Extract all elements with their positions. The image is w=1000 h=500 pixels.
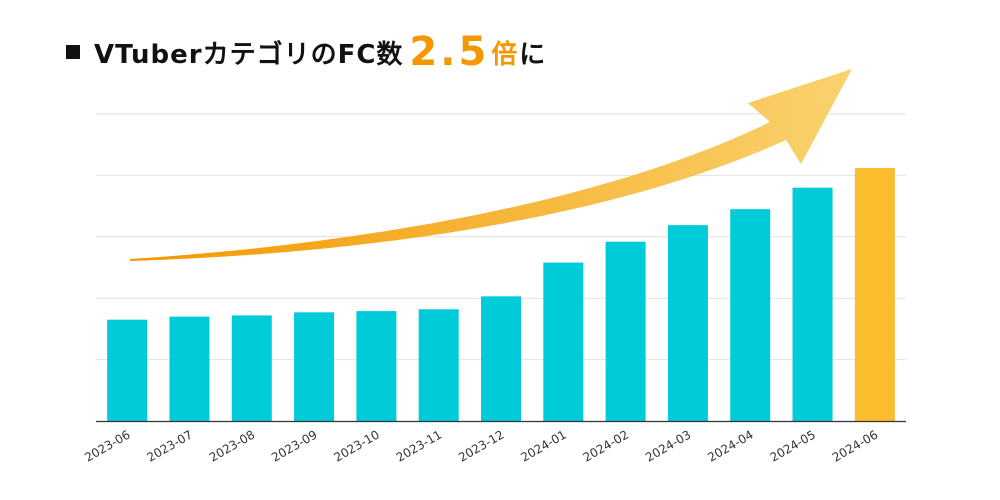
x-tick-label: 2023-08	[207, 427, 257, 464]
chart-title: VTuberカテゴリのFC数 2.5 倍 に	[66, 27, 545, 77]
x-tick-label: 2023-12	[456, 427, 506, 464]
bar-2023-09	[294, 312, 335, 421]
bar-2024-01	[543, 262, 584, 421]
x-tick-label: 2023-07	[145, 427, 195, 464]
bar-2023-10	[356, 311, 397, 421]
bars	[107, 168, 895, 421]
bar-2024-06	[854, 168, 895, 421]
bar-2023-06	[107, 319, 148, 421]
bar-2023-08	[231, 315, 272, 421]
bar-2023-11	[418, 309, 459, 421]
bar-2023-07	[169, 316, 210, 421]
bar-2024-05	[792, 187, 833, 421]
title-highlight-number: 2.5	[409, 29, 490, 75]
x-tick-label: 2023-11	[394, 427, 444, 464]
x-tick-label: 2024-02	[581, 427, 631, 464]
x-tick-label: 2024-01	[518, 427, 568, 464]
grid-lines	[96, 113, 906, 361]
title-main-text: VTuberカテゴリのFC数	[94, 39, 404, 70]
bar-2023-12	[481, 296, 521, 421]
x-tick-label: 2023-06	[82, 427, 132, 464]
bar-2024-03	[667, 225, 708, 421]
x-tick-label: 2024-06	[830, 427, 880, 464]
x-tick-label: 2024-05	[768, 427, 818, 464]
growth-arrow-icon	[130, 69, 852, 261]
title-multiplier-text: 倍	[491, 39, 518, 70]
trend-arrow	[130, 69, 852, 261]
x-tick-label: 2023-10	[331, 427, 381, 464]
title-bullet-icon	[66, 45, 80, 59]
x-tick-label: 2024-03	[643, 427, 693, 464]
title-suffix-text: に	[519, 39, 546, 70]
x-tick-label: 2023-09	[269, 427, 319, 464]
x-axis: 2023-06 2023-07 2023-08 2023-09 2023-10 2023-…	[82, 420, 906, 465]
bar-2024-04	[730, 209, 771, 421]
x-tick-label: 2024-04	[705, 427, 755, 464]
bar-2024-02	[605, 241, 646, 421]
